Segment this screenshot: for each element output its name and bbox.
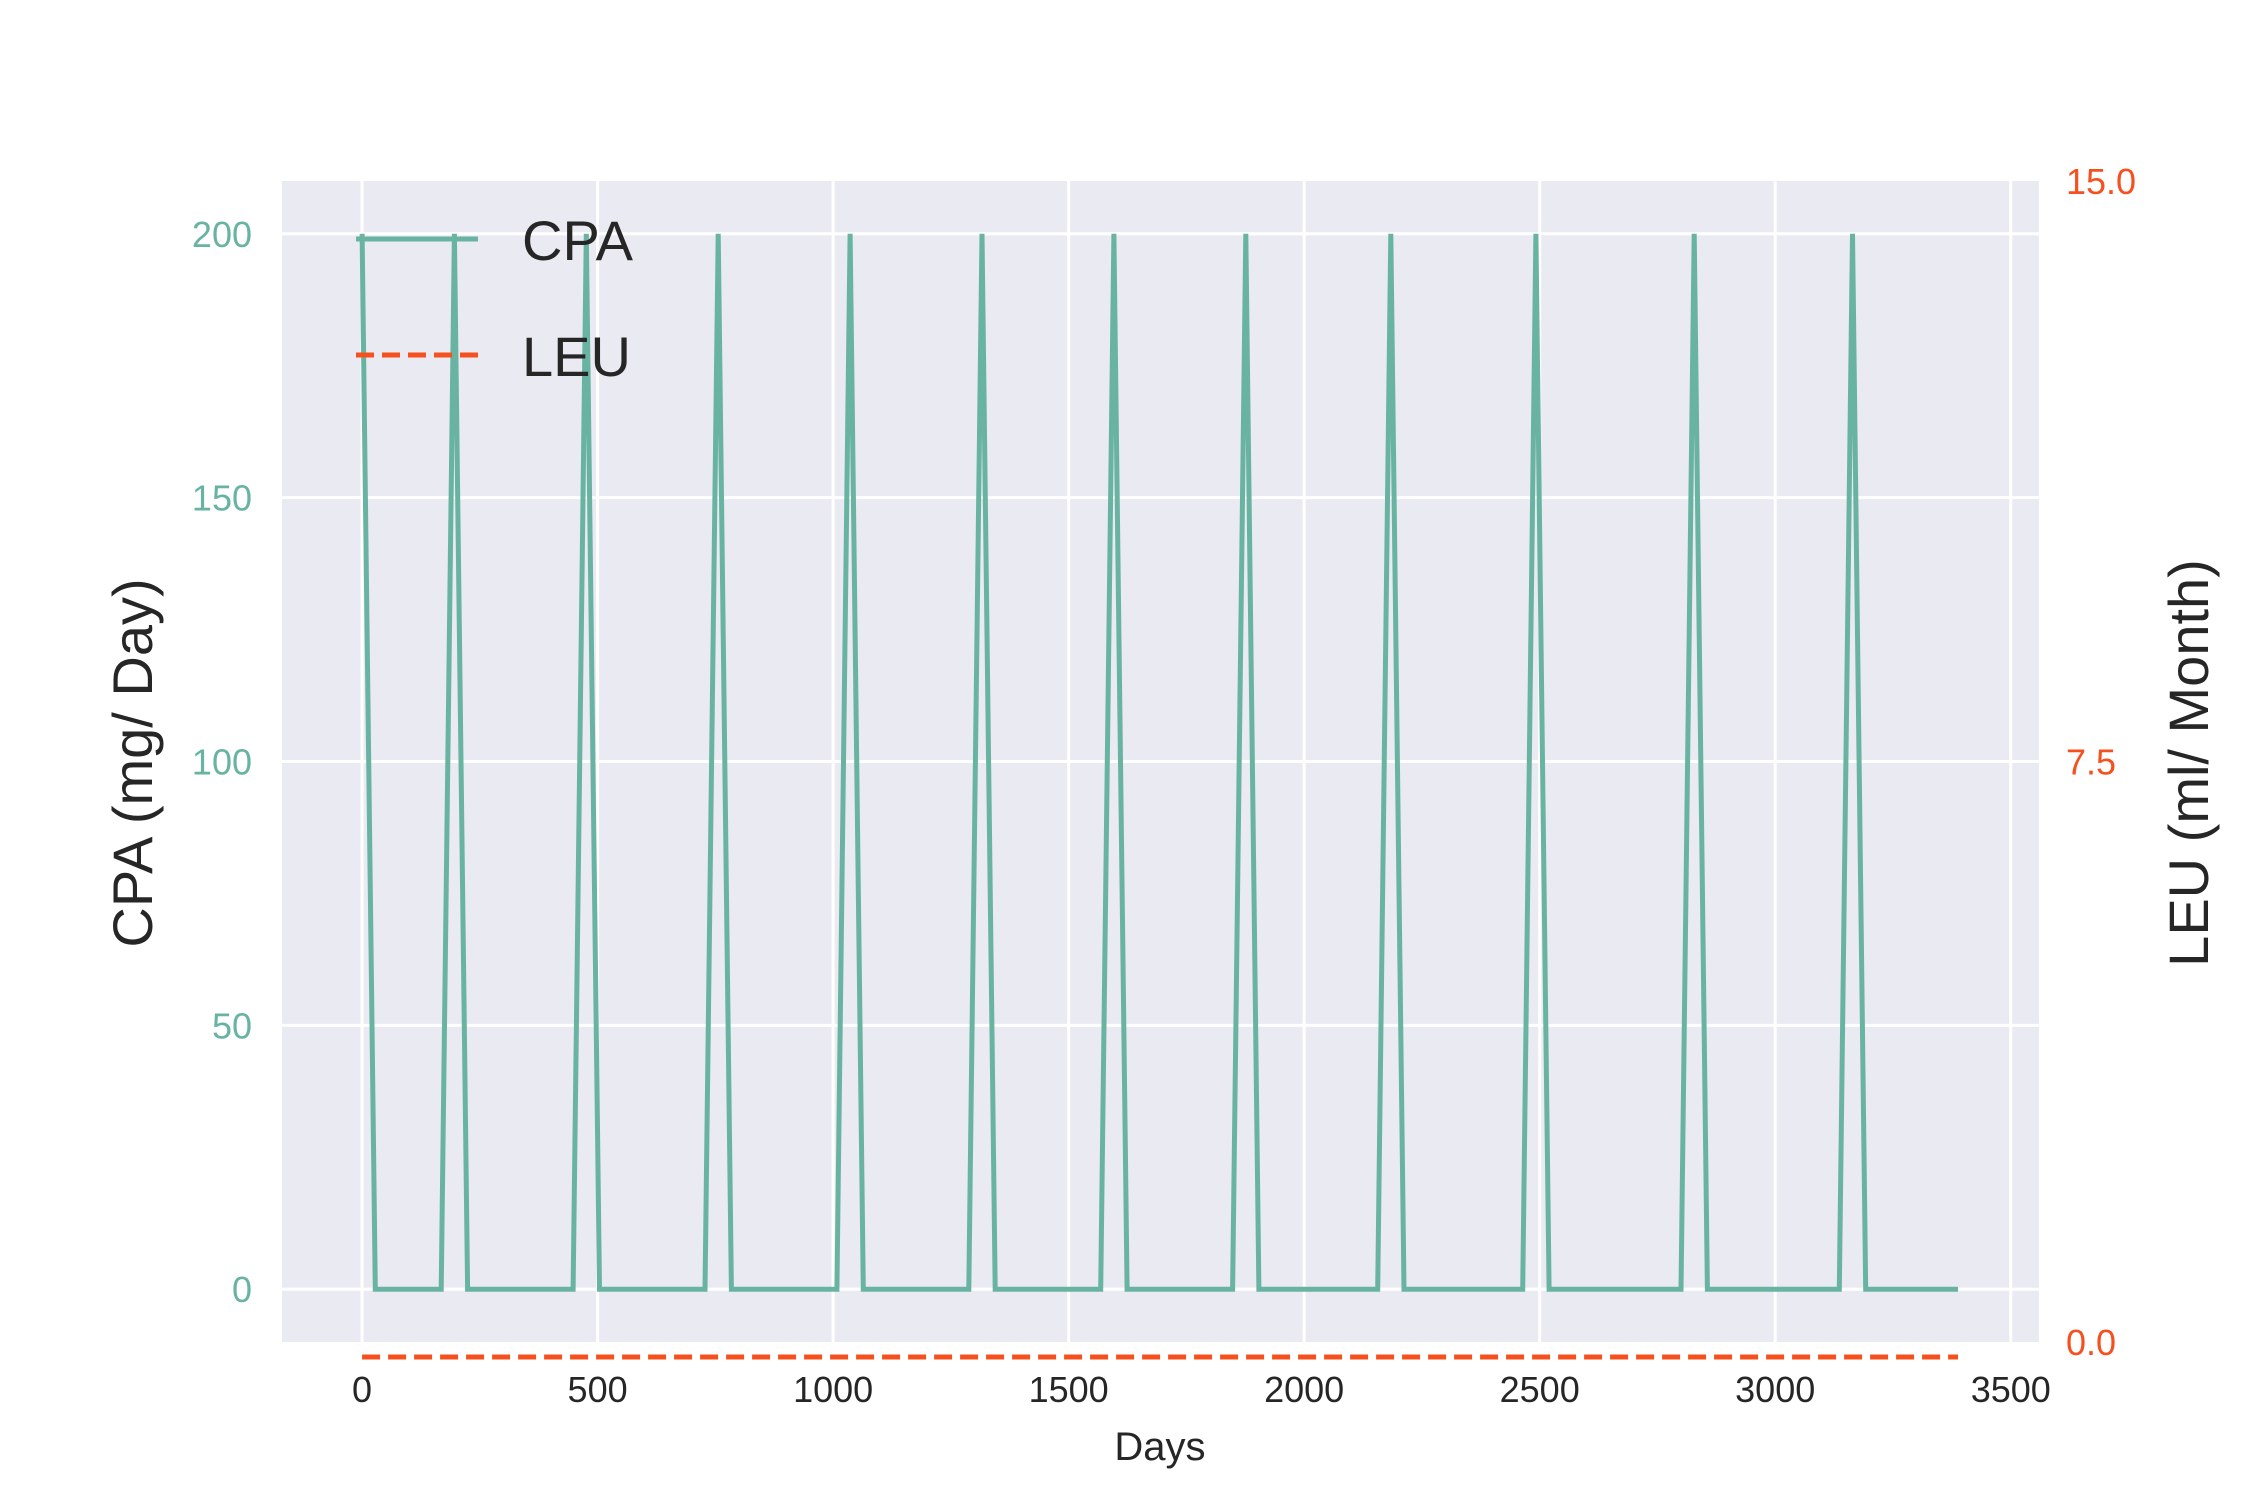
right-y-axis-title: LEU (ml/ Month) [2157, 559, 2220, 967]
left-y-tick-label: 200 [192, 214, 252, 255]
x-tick-label: 1000 [793, 1369, 873, 1410]
x-tick-label: 3000 [1735, 1369, 1815, 1410]
legend-leu-label: LEU [522, 325, 631, 388]
series-line-cpa [359, 233, 1958, 1292]
left-y-tick-label: 0 [232, 1269, 252, 1310]
x-tick-label: 2000 [1264, 1369, 1344, 1410]
x-tick-label: 0 [352, 1369, 372, 1410]
right-y-tick-label: 0.0 [2066, 1322, 2116, 1363]
right-y-axis-ticks: 0.0 7.5 15.0 [2066, 161, 2136, 1363]
x-tick-label: 2500 [1500, 1369, 1580, 1410]
legend: CPA LEU [356, 209, 634, 388]
x-axis-ticks: 0 500 1000 1500 2000 2500 3000 3500 [352, 1369, 2051, 1410]
right-y-tick-label: 7.5 [2066, 742, 2116, 783]
legend-cpa-label: CPA [522, 209, 634, 272]
x-tick-label: 3500 [1971, 1369, 2051, 1410]
x-tick-label: 500 [568, 1369, 628, 1410]
left-y-axis-ticks: 0 50 100 150 200 [192, 214, 252, 1310]
left-y-tick-label: 50 [212, 1005, 252, 1046]
x-tick-label: 1500 [1029, 1369, 1109, 1410]
left-y-axis-title: CPA (mg/ Day) [101, 578, 164, 947]
series-layer [359, 233, 1958, 1360]
x-axis-title: Days [1114, 1425, 1205, 1469]
right-y-tick-label: 15.0 [2066, 161, 2136, 202]
left-y-tick-label: 150 [192, 478, 252, 519]
left-y-tick-label: 100 [192, 742, 252, 783]
